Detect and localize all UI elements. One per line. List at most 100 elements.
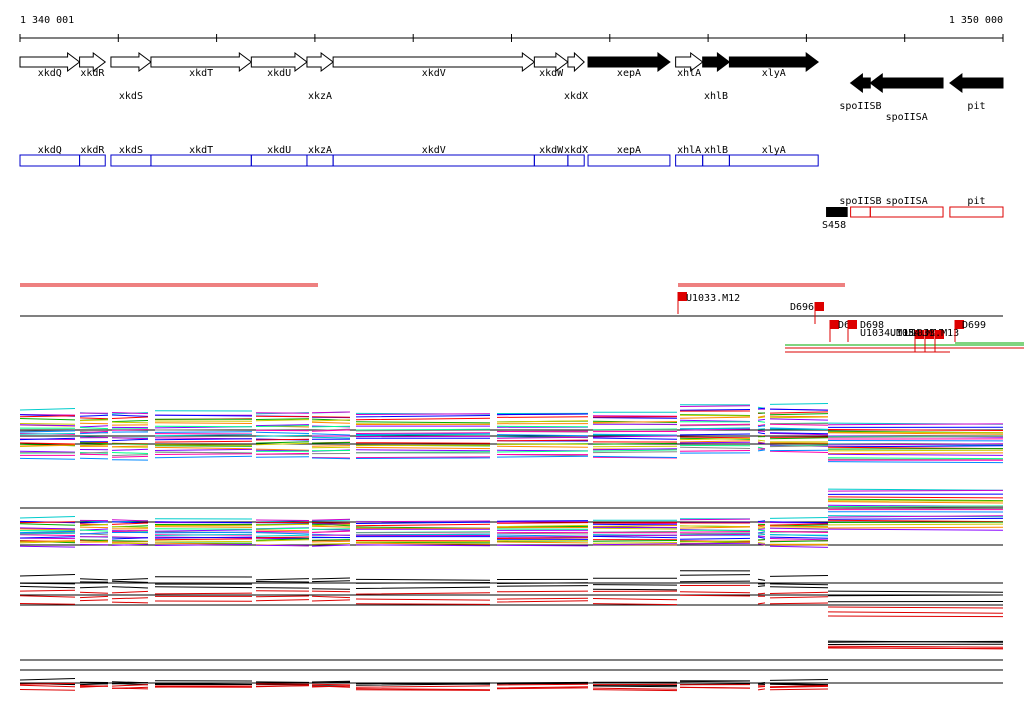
gene-label-xkdS: xkdS [119,91,143,102]
s-feature [826,207,848,217]
rev-box-label-pit: pit [967,196,985,207]
transcript-label: D698 [860,320,884,331]
reverse-gene-box-track: spoIISB spoIISA pit S458 [822,196,1004,231]
gene-arrow-xhlA [675,52,704,72]
gene-arrow-xkdU [250,52,308,72]
gene-box-xhlA [675,154,704,167]
transcript-marker [955,320,964,329]
transcript-label: D699 [962,320,986,331]
gene-label-xkdX: xkdX [564,91,588,102]
gene-box-label-xhlA: xhlA [677,145,701,156]
gene-label-xhlA: xhlA [677,68,701,79]
transcript-marker [830,320,839,329]
gene-box-xlyA [728,154,819,167]
expression-panel-3 [19,570,1004,618]
gene-arrow-spoIISB [849,72,871,94]
ruler-end-label: 1 350 000 [949,15,1003,26]
gene-label-pit: pit [967,101,985,112]
gene-label-xkdU: xkdU [267,68,291,79]
gene-box-xkzA [306,154,334,167]
expression-panel-1 [19,403,1004,464]
transcript-marker [925,330,934,339]
transcript-marker [915,330,924,339]
transcript-marker [848,320,857,329]
gene-box-label-xkdR: xkdR [80,145,105,156]
rev-box-pit [949,206,1004,218]
transcript-marker [815,302,824,311]
gene-label-xkdR: xkdR [80,68,105,79]
gene-arrow-xkzA [306,52,334,72]
gene-box-xkdS [110,154,152,167]
transcript-label: U1033.M12 [686,293,740,304]
expression-trace [19,496,1004,527]
gene-label-spoIISB: spoIISB [839,101,881,112]
gene-box-label-xkdS: xkdS [119,145,143,156]
expression-trace [19,515,1004,541]
gene-box-label-xepA: xepA [617,145,641,156]
gene-arrow-xkdS [110,52,152,72]
gene-label-xkdT: xkdT [189,68,213,79]
gene-arrow-xkdR [79,52,107,72]
gene-box-label-xhlB: xhlB [704,145,728,156]
gene-arrow-xkdV [332,52,536,72]
gene-arrow-xepA [587,52,671,72]
gene-label-xepA: xepA [617,68,641,79]
expression-trace [19,594,1004,618]
gene-box-label-xkzA: xkzA [308,145,332,156]
expression-trace [19,449,1004,464]
gene-box-xkdQ [19,154,81,167]
gene-box-xhlB [702,154,730,167]
expression-trace [19,498,1004,529]
gene-box-label-xkdT: xkdT [189,145,213,156]
transcript-marker [678,292,687,301]
transcript-label: D6 [838,320,850,331]
expression-trace [19,528,1004,548]
expression-trace [19,584,1004,609]
s-feature-label: S458 [822,220,846,231]
gene-box-xkdR [79,154,106,167]
gene-box-xepA [587,154,671,167]
gene-label-xlyA: xlyA [762,68,786,79]
gene-box-label-xkdW: xkdW [539,145,564,156]
gene-box-label-xlyA: xlyA [762,145,786,156]
gene-arrow-xkdT [150,52,253,72]
gene-arrow-xkdX [567,51,585,73]
transcript-label: U1034.M15 [860,328,914,339]
rev-box-label-spoIISA: spoIISA [886,196,928,207]
gene-box-label-xkdV: xkdV [422,145,446,156]
gene-arrow-spoIISA [869,73,944,93]
expression-trace [19,574,1004,597]
gene-label-xkdW: xkdW [539,68,564,79]
gene-label-xkdV: xkdV [422,68,446,79]
transcript-label: U1034.M15 [890,328,944,339]
expression-trace [19,647,1004,692]
expression-trace [19,570,1004,593]
gene-label-spoIISA: spoIISA [886,112,928,123]
gene-arrow-track: xkdQ xkdR xkdS xkdT xkdU xkzA xkdV xkdW xkdX xepA… [19,51,1004,123]
gene-label-xkzA: xkzA [308,91,332,102]
transcript-label: D696 [790,302,814,313]
gene-box-track: xkdQ xkdR xkdS xkdT xkdU xkzA xkdV xkdW xkdX xepA… [19,145,819,167]
gene-box-xkdT [150,154,252,167]
expression-panel-2 [19,488,1004,548]
expression-trace [19,501,1004,532]
rev-box-spoIISB [850,206,871,218]
gene-box-label-xkdX: xkdX [564,145,588,156]
gene-label-xhlB: xhlB [704,91,728,102]
gene-arrow-xlyA [728,52,820,72]
expression-trace [20,448,1004,461]
coordinate-ruler: 1 340 001 1 350 000 [19,15,1004,42]
rev-box-label-spoIISB: spoIISB [839,196,881,207]
gene-arrow-xhlB [702,52,731,72]
gene-box-label-xkdQ: xkdQ [38,145,62,156]
gene-arrow-xkdW [533,52,569,72]
gene-box-xkdX [567,154,585,167]
transcript-label: U1033.M13 [905,328,959,339]
gene-label-xkdQ: xkdQ [38,68,62,79]
expression-trace [19,580,1004,603]
gene-arrow-xkdQ [19,52,81,72]
gene-arrow-pit [949,73,1004,93]
ruler-start-label: 1 340 001 [20,15,74,26]
